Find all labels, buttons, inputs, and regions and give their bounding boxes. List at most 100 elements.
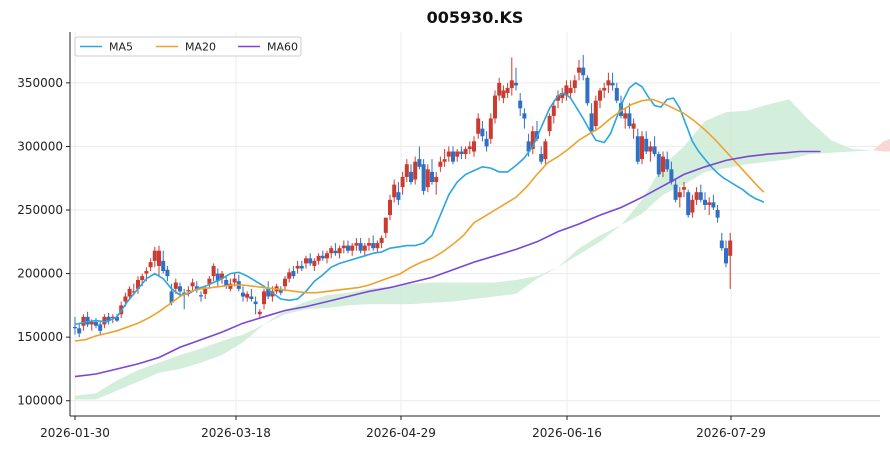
candle-body [665, 159, 670, 170]
candle [472, 136, 476, 157]
candle [438, 156, 443, 172]
candle [413, 156, 418, 185]
candle-body [593, 100, 598, 127]
candle [383, 217, 388, 238]
candle [283, 276, 287, 292]
candle [690, 194, 695, 218]
candle [337, 245, 342, 259]
candle-body [530, 131, 535, 149]
x-tick-label: 2026-03-18 [201, 426, 271, 440]
candle [514, 67, 518, 91]
candle [392, 179, 397, 203]
candle-body [341, 245, 346, 249]
candle-body [203, 288, 208, 294]
candle [644, 131, 649, 155]
candle [211, 263, 216, 282]
candle-body [262, 291, 266, 305]
candle [522, 108, 527, 129]
candle-body [673, 184, 678, 200]
candle-body [719, 240, 724, 249]
candle-body [640, 136, 644, 160]
candle-body [694, 192, 699, 200]
candle-body [463, 148, 468, 155]
candle [707, 197, 712, 216]
legend: MA5 MA20 MA60 [74, 36, 302, 57]
candle-body [371, 243, 376, 249]
candle-body [703, 199, 707, 205]
candle [320, 250, 325, 261]
candle [186, 286, 191, 297]
candle [602, 82, 607, 99]
candle [257, 309, 262, 319]
candle [564, 80, 569, 101]
candle-body [77, 328, 82, 334]
candle-body [207, 278, 212, 284]
candle [362, 243, 367, 256]
candle [484, 131, 489, 152]
candle-body [472, 141, 476, 152]
candle [278, 286, 283, 296]
y-tick-label: 200000 [17, 267, 63, 281]
x-tick-label: 2026-07-29 [696, 426, 766, 440]
candle-body [572, 80, 577, 88]
candle [165, 265, 170, 282]
candle-body [388, 199, 392, 216]
candle-body [564, 85, 569, 96]
candle-body [606, 80, 611, 86]
candle-body [610, 82, 615, 86]
candle [295, 260, 300, 274]
candle-body [631, 123, 636, 129]
y-tick-label: 300000 [17, 139, 63, 153]
candle [148, 258, 153, 272]
candle-body [257, 311, 262, 315]
series-line-ma60 [74, 150, 821, 378]
candle-body [551, 105, 556, 116]
candle-body [157, 250, 161, 266]
candle-body [266, 288, 271, 297]
candle-body [480, 128, 485, 137]
candle-body [182, 292, 187, 294]
candle-body [396, 192, 401, 200]
candle [316, 253, 321, 265]
candle-body [577, 67, 581, 73]
candle [686, 189, 691, 218]
candle [551, 100, 556, 124]
candle [232, 273, 237, 287]
candle [640, 131, 644, 165]
candle [560, 87, 565, 104]
candle-body [434, 176, 439, 183]
candle-body [413, 161, 418, 180]
candle [610, 72, 615, 91]
candle-body [253, 301, 258, 305]
candle [207, 276, 212, 289]
candle [400, 171, 405, 195]
candle [661, 151, 665, 177]
candle-body [249, 296, 254, 300]
moving-average-lines [74, 81, 821, 378]
candle [291, 265, 296, 279]
candle-body [728, 240, 733, 256]
candle [434, 171, 439, 195]
candle [262, 288, 266, 310]
candle [451, 146, 455, 165]
candle [178, 282, 182, 296]
candle [589, 103, 594, 134]
candle-body [400, 176, 405, 188]
candle-body [165, 269, 170, 277]
candle-body [484, 138, 489, 147]
candle [488, 113, 493, 144]
candle [698, 184, 703, 203]
candle-body [526, 141, 531, 152]
candle [287, 268, 292, 283]
candle-body [627, 113, 632, 127]
candle [312, 258, 317, 272]
candle [467, 141, 472, 155]
candle-body [707, 202, 712, 205]
candle [417, 146, 422, 170]
candle-body [556, 95, 560, 101]
candle [85, 311, 90, 327]
candle-body [245, 293, 250, 298]
y-tick-label: 350000 [17, 76, 63, 90]
candle [476, 113, 481, 139]
candle-body [619, 103, 623, 116]
